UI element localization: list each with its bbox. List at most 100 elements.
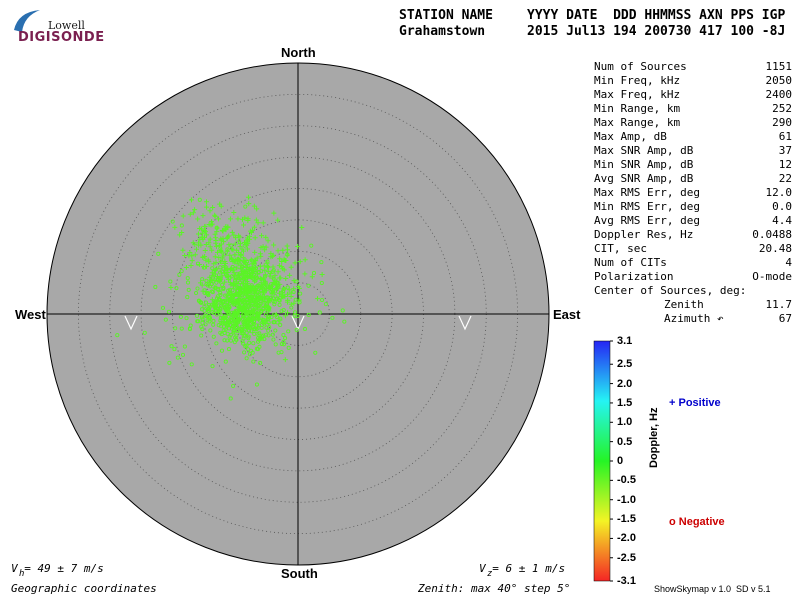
source-negative (187, 327, 193, 332)
source-positive (203, 241, 209, 247)
source-negative (266, 328, 271, 333)
source-negative (213, 285, 218, 290)
source-negative (267, 285, 272, 291)
source-negative (275, 281, 280, 286)
source-negative (239, 265, 244, 270)
source-positive (225, 224, 231, 230)
v-marker-west (124, 315, 138, 331)
vz-readout: V = 6 ± 1 m/s (479, 562, 565, 575)
stat-row: Max SNR Amp, dB 37 (594, 144, 792, 158)
zenith-note: Zenith: max 40° step 5° (418, 582, 571, 595)
source-negative (252, 327, 257, 332)
source-negative (204, 278, 209, 283)
stat-value: 4.4 (772, 214, 792, 227)
source-negative (278, 322, 283, 328)
stat-value: 12 (778, 158, 792, 171)
stat-label: Avg RMS Err, deg (594, 214, 700, 227)
source-positive (207, 244, 213, 250)
source-negative (294, 279, 299, 284)
source-positive (192, 252, 198, 258)
source-negative (199, 333, 204, 338)
source-positive (277, 256, 283, 262)
source-positive (258, 280, 264, 286)
source-positive (296, 285, 302, 291)
source-positive (200, 230, 206, 236)
source-negative (167, 360, 172, 365)
source-positive (168, 284, 174, 290)
source-negative (231, 383, 236, 389)
source-negative (281, 288, 286, 293)
source-negative (252, 261, 257, 266)
source-negative (210, 364, 215, 369)
source-positive (277, 275, 283, 281)
source-positive (252, 249, 258, 255)
source-positive (211, 261, 217, 267)
source-negative (142, 330, 147, 335)
source-negative (251, 359, 256, 364)
source-positive (283, 275, 289, 281)
source-positive (213, 235, 219, 241)
colorbar-tick-label: -3.1 (617, 575, 636, 587)
source-negative (211, 318, 216, 324)
source-negative (241, 341, 246, 346)
header-station-name: Grahamstown (399, 24, 486, 39)
source-positive (315, 296, 321, 302)
source-negative (293, 297, 298, 302)
source-positive (268, 254, 274, 260)
source-negative (246, 336, 251, 341)
header-label-cols: YYYY DATE DDD HHMMSS AXN PPS IGP (527, 8, 786, 23)
source-negative (179, 223, 184, 228)
source-positive (220, 228, 226, 234)
source-negative (261, 284, 267, 289)
source-negative (237, 307, 242, 312)
source-negative (256, 339, 261, 344)
source-negative (241, 312, 246, 317)
source-positive (251, 224, 257, 230)
stat-value: 290 (772, 116, 792, 129)
source-positive (229, 229, 235, 235)
source-negative (271, 337, 276, 342)
source-positive (207, 236, 213, 242)
source-negative (272, 312, 277, 317)
source-negative (237, 300, 242, 305)
source-positive (223, 227, 229, 233)
source-negative (236, 317, 241, 322)
source-negative (226, 347, 232, 352)
source-positive (244, 246, 250, 252)
source-negative (340, 308, 345, 313)
source-positive (271, 242, 277, 248)
stat-label: Max Amp, dB (594, 130, 667, 143)
source-positive (222, 260, 228, 266)
source-negative (261, 303, 266, 308)
source-negative (270, 332, 275, 337)
source-negative (209, 289, 214, 294)
source-negative (203, 322, 208, 327)
source-positive (237, 252, 243, 258)
source-positive (251, 203, 257, 209)
colorbar-tick-label: 1.0 (617, 416, 633, 429)
source-positive (246, 201, 252, 207)
source-positive (291, 278, 297, 284)
source-negative (210, 275, 216, 280)
source-positive (271, 210, 277, 216)
source-negative (219, 260, 224, 265)
source-positive (180, 247, 186, 253)
source-negative (291, 289, 296, 295)
colorbar-tick-label: -2.5 (617, 551, 636, 564)
stat-value: 2400 (765, 88, 793, 101)
source-positive (192, 207, 198, 213)
source-negative (202, 288, 207, 293)
source-negative (244, 356, 249, 361)
source-negative (241, 336, 246, 341)
source-negative (266, 316, 271, 321)
source-positive (212, 254, 218, 260)
source-negative (249, 329, 254, 334)
source-negative (223, 293, 228, 298)
source-negative (225, 247, 230, 252)
stat-label: Num of CITs (594, 256, 667, 269)
source-negative (279, 309, 284, 314)
source-negative (227, 290, 232, 295)
source-negative (153, 284, 158, 290)
colorbar-tick-label: 2.0 (617, 377, 633, 390)
stat-row: Center of Sources, deg: (594, 284, 792, 298)
